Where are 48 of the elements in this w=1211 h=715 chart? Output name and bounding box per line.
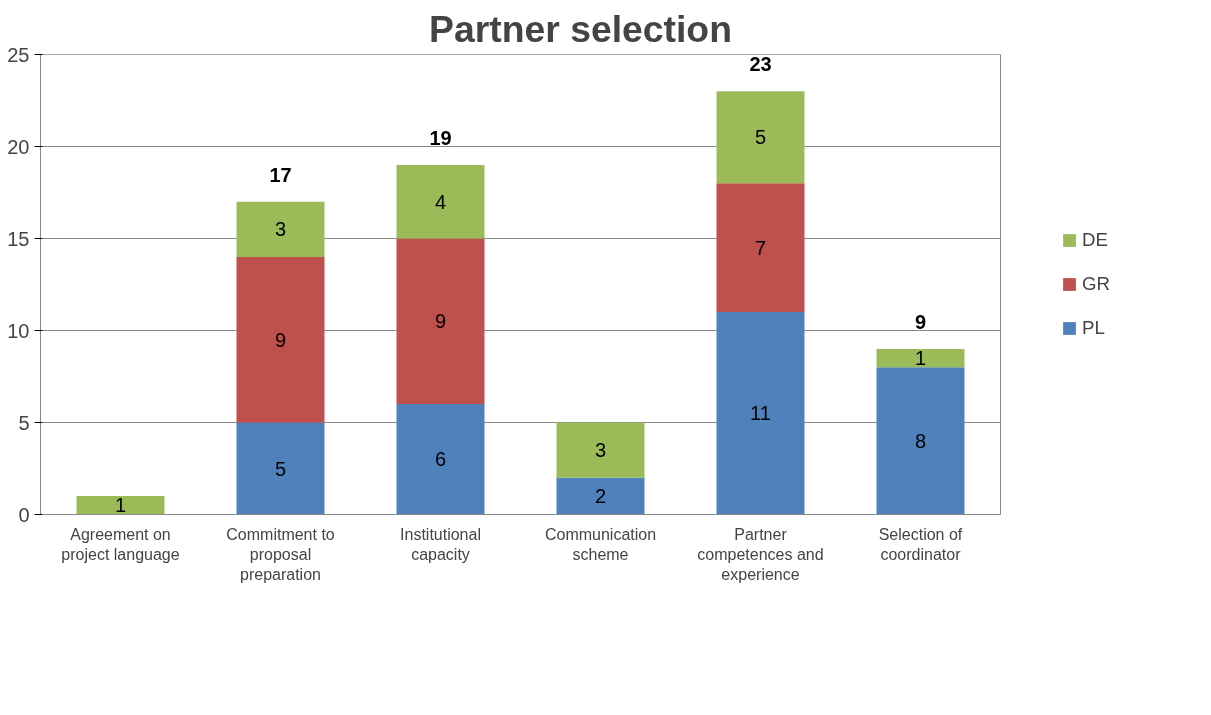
total-label: 9: [914, 310, 927, 333]
data-label: 11: [750, 402, 771, 425]
bar: [396, 238, 485, 405]
x-tick-label: Commitment to proposal preparation: [226, 525, 335, 584]
x-tick-label: Institutional capacity: [400, 525, 481, 563]
data-label: 9: [274, 328, 287, 351]
y-tick-label: 20: [7, 135, 30, 158]
data-label: 3: [594, 439, 607, 462]
y-tick-label: 15: [7, 227, 30, 250]
data-label: 9: [434, 310, 447, 333]
data-label: 4: [434, 190, 447, 213]
bar: [556, 477, 645, 515]
bar: [236, 422, 325, 515]
total-label: 19: [429, 126, 452, 149]
bar: [716, 312, 805, 515]
y-tick-label: 25: [7, 43, 30, 66]
data-label: 2: [594, 485, 607, 508]
bar: [396, 164, 485, 239]
bar: [876, 367, 965, 515]
bar: [236, 256, 325, 423]
bar: [236, 201, 325, 257]
data-label: 1: [914, 347, 927, 370]
x-tick-label: Partner competences and experience: [697, 525, 824, 584]
data-label: 8: [914, 429, 927, 452]
bar: [716, 91, 805, 184]
bar: [556, 422, 645, 478]
x-tick-label: Communication scheme: [544, 525, 657, 563]
data-label: 7: [754, 236, 767, 259]
data-label: 1: [114, 494, 127, 517]
data-label: 3: [274, 218, 287, 241]
chart-title: Partner selection: [429, 7, 732, 50]
data-label: 5: [274, 457, 287, 480]
total-label: 17: [269, 163, 292, 186]
data-label: 5: [754, 126, 767, 149]
legend-label: DE: [1082, 229, 1108, 251]
bar: [716, 183, 805, 313]
y-tick-label: 5: [18, 411, 30, 434]
bar: [76, 496, 165, 515]
x-tick-label: Agreement on project language: [61, 525, 180, 563]
legend-label: PL: [1082, 317, 1105, 339]
bar: [876, 348, 965, 368]
bar: [396, 404, 485, 515]
x-tick-label: Selection of coordinator: [878, 525, 963, 563]
legend-label: GR: [1082, 273, 1110, 295]
y-tick-label: 0: [18, 503, 30, 526]
total-label: 23: [749, 53, 772, 76]
data-label: 6: [434, 448, 447, 471]
y-tick-label: 10: [7, 319, 30, 342]
